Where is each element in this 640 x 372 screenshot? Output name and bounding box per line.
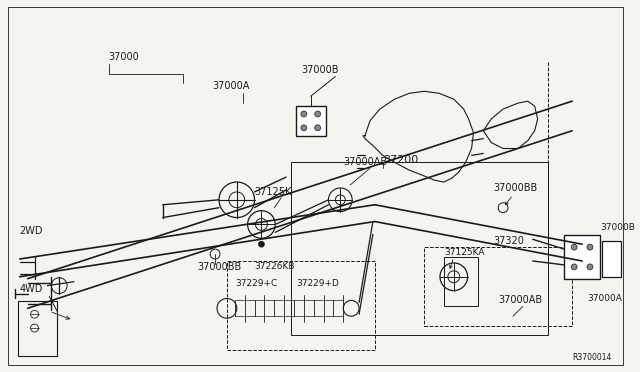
Bar (444, 257, 479, 307)
Text: 37000BB: 37000BB (493, 183, 538, 193)
Circle shape (571, 264, 577, 270)
Bar (296, 106, 326, 136)
Text: 37000A: 37000A (587, 294, 622, 303)
Bar (291, 162, 547, 335)
Circle shape (301, 125, 307, 131)
Circle shape (301, 111, 307, 117)
Bar (424, 247, 572, 326)
Bar (227, 261, 375, 350)
Bar (602, 241, 621, 277)
Text: 37000B: 37000B (600, 223, 635, 232)
Circle shape (587, 244, 593, 250)
Text: 37200: 37200 (383, 155, 418, 165)
Bar (564, 235, 600, 279)
Bar (18, 301, 57, 356)
Circle shape (571, 244, 577, 250)
Text: 37125KA: 37125KA (444, 248, 484, 257)
Text: 37000B: 37000B (301, 65, 339, 75)
Text: 37320: 37320 (493, 236, 524, 246)
Text: 37226KB: 37226KB (255, 262, 295, 272)
Text: 4WD: 4WD (20, 283, 43, 294)
Circle shape (315, 125, 321, 131)
Text: 37000AB: 37000AB (343, 157, 387, 167)
Text: 37000: 37000 (109, 52, 140, 62)
Circle shape (587, 264, 593, 270)
Text: 37000BB: 37000BB (197, 262, 241, 272)
Text: 2WD: 2WD (20, 227, 44, 236)
Circle shape (259, 241, 264, 247)
Text: 37229+D: 37229+D (296, 279, 339, 288)
Text: 37000A: 37000A (212, 81, 250, 92)
Text: 37000AB: 37000AB (498, 295, 542, 305)
Text: 37229+C: 37229+C (235, 279, 277, 288)
Text: R3700014: R3700014 (572, 353, 612, 362)
Text: 37125K: 37125K (255, 187, 292, 197)
Circle shape (315, 111, 321, 117)
